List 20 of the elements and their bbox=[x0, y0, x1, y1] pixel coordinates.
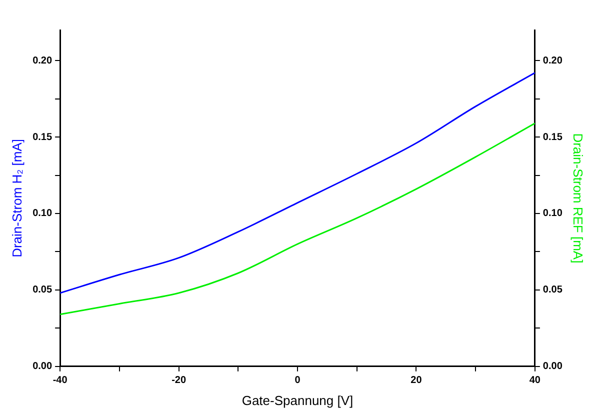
y2-axis-title: Drain-Strom REF [mA] bbox=[570, 133, 586, 264]
x-tick-label: -20 bbox=[172, 375, 186, 386]
y-tick-label: 0.15 bbox=[32, 132, 52, 143]
y2-tick-label: 0.10 bbox=[542, 208, 563, 220]
y2-tick-label: 0.15 bbox=[542, 132, 563, 143]
y2-tick-label: 0.00 bbox=[542, 361, 563, 372]
y-tick-label: 0.05 bbox=[32, 284, 52, 296]
x-tick-label: -40 bbox=[52, 375, 68, 386]
y2-tick-label: 0.05 bbox=[542, 284, 563, 296]
x-tick-label: 40 bbox=[529, 375, 541, 386]
x-tick-label: 20 bbox=[410, 375, 422, 386]
x-tick-label: 0 bbox=[294, 375, 301, 386]
y-tick-label: 0.10 bbox=[32, 208, 52, 220]
line-series bbox=[60, 72, 535, 294]
y-tick-label: 0.20 bbox=[32, 55, 52, 66]
y-axis-title: Drain-Strom H₂ [mA] bbox=[9, 138, 24, 258]
y-tick-label: 0.00 bbox=[32, 361, 52, 372]
line-series bbox=[60, 122, 535, 316]
y2-tick-label: 0.20 bbox=[542, 55, 563, 66]
x-axis-title: Gate-Spannung [V] bbox=[242, 392, 354, 408]
